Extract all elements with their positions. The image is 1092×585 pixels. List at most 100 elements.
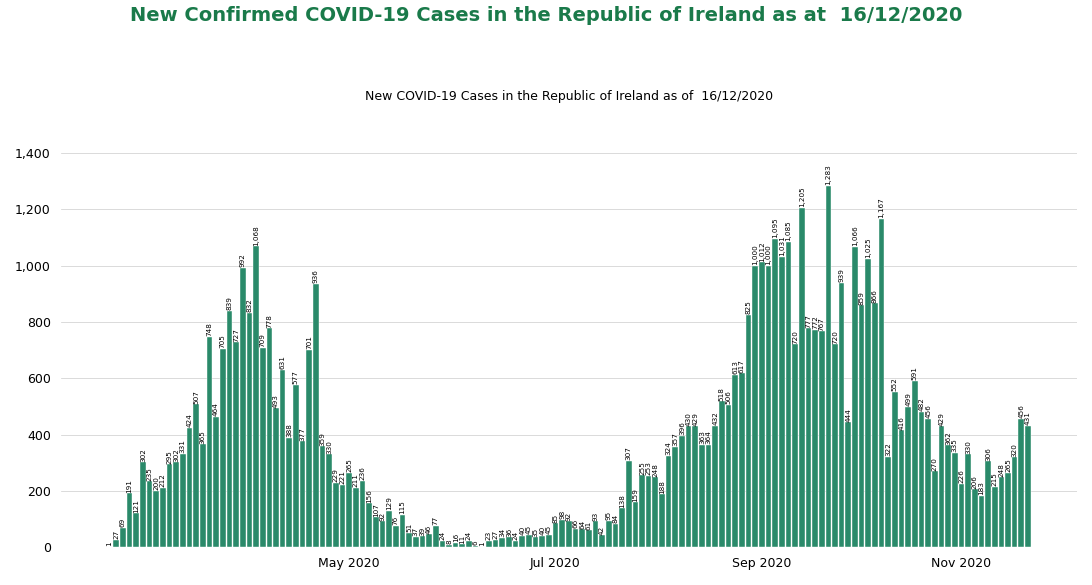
Bar (406, 533, 412, 548)
Bar (931, 472, 938, 548)
Bar (133, 513, 139, 548)
Text: 992: 992 (240, 253, 246, 267)
Bar (492, 540, 498, 548)
Bar (679, 436, 685, 548)
Bar (180, 454, 186, 548)
Text: 777: 777 (806, 314, 811, 328)
Bar (266, 328, 272, 548)
Text: 36: 36 (506, 527, 512, 536)
Text: 42: 42 (600, 526, 605, 535)
Text: 61: 61 (585, 520, 592, 529)
Bar (858, 305, 865, 548)
Text: 359: 359 (320, 432, 325, 446)
Bar (187, 428, 192, 548)
Bar (579, 529, 585, 548)
Bar (393, 526, 399, 548)
Text: 493: 493 (273, 394, 278, 408)
Text: 936: 936 (313, 269, 319, 283)
Bar (952, 453, 958, 548)
Bar (499, 538, 506, 548)
Bar (400, 515, 405, 548)
Bar (234, 342, 239, 548)
Text: 85: 85 (553, 514, 558, 523)
Text: 335: 335 (952, 439, 958, 452)
Bar (213, 417, 218, 548)
Bar (632, 503, 638, 548)
Bar (240, 268, 246, 548)
Bar (260, 347, 265, 548)
Bar (247, 313, 252, 548)
Bar (120, 528, 126, 548)
Text: 236: 236 (359, 466, 366, 480)
Text: 255: 255 (639, 461, 645, 475)
Bar (193, 404, 199, 548)
Text: 221: 221 (340, 470, 345, 484)
Text: 66: 66 (572, 519, 579, 528)
Bar (799, 208, 805, 548)
Text: 357: 357 (673, 432, 678, 446)
Bar (161, 487, 166, 548)
Bar (613, 524, 618, 548)
Text: 156: 156 (366, 489, 372, 503)
Text: 364: 364 (705, 431, 712, 444)
Bar (533, 538, 538, 548)
Bar (387, 511, 392, 548)
Bar (600, 535, 605, 548)
Text: 506: 506 (725, 390, 732, 404)
Text: 552: 552 (892, 377, 898, 391)
Bar (866, 259, 871, 548)
Bar (653, 477, 658, 548)
Bar (746, 315, 751, 548)
Text: 77: 77 (432, 516, 439, 525)
Text: 631: 631 (280, 355, 286, 369)
Bar (539, 536, 545, 548)
Text: 248: 248 (652, 463, 658, 477)
Text: 188: 188 (658, 480, 665, 494)
Bar (586, 530, 592, 548)
Text: 115: 115 (400, 500, 405, 514)
Bar (153, 491, 159, 548)
Bar (806, 328, 811, 548)
Bar (440, 541, 446, 548)
Text: 432: 432 (712, 411, 719, 425)
Bar (978, 495, 984, 548)
Text: 11: 11 (460, 534, 465, 543)
Bar (280, 370, 285, 548)
Text: 1: 1 (479, 542, 485, 546)
Text: 37: 37 (413, 527, 418, 536)
Text: 302: 302 (174, 448, 179, 462)
Bar (705, 445, 711, 548)
Bar (946, 445, 951, 548)
Bar (307, 350, 312, 548)
Text: 363: 363 (699, 431, 705, 445)
Text: 1,012: 1,012 (759, 241, 764, 261)
Text: 499: 499 (905, 393, 911, 406)
Text: 16: 16 (453, 533, 459, 542)
Text: 27: 27 (492, 530, 499, 539)
Bar (660, 494, 665, 548)
Title: New COVID-19 Cases in the Republic of Ireland as of  16/12/2020: New COVID-19 Cases in the Republic of Ir… (365, 90, 773, 103)
Bar (1012, 457, 1018, 548)
Bar (226, 311, 233, 548)
Bar (300, 441, 306, 548)
Text: 839: 839 (226, 297, 233, 311)
Text: 159: 159 (632, 488, 639, 502)
Bar (320, 446, 325, 548)
Text: 322: 322 (886, 442, 891, 456)
Bar (333, 483, 339, 548)
Bar (219, 349, 226, 548)
Bar (340, 485, 345, 548)
Bar (905, 407, 911, 548)
Bar (346, 473, 352, 548)
Bar (286, 438, 293, 548)
Text: 24: 24 (512, 531, 519, 540)
Bar (313, 284, 319, 548)
Text: 330: 330 (327, 440, 332, 454)
Bar (925, 419, 931, 548)
Text: 701: 701 (306, 335, 312, 349)
Text: 248: 248 (998, 463, 1005, 477)
Bar (546, 535, 551, 548)
Bar (666, 456, 672, 548)
Bar (167, 464, 173, 548)
Bar (373, 517, 379, 548)
